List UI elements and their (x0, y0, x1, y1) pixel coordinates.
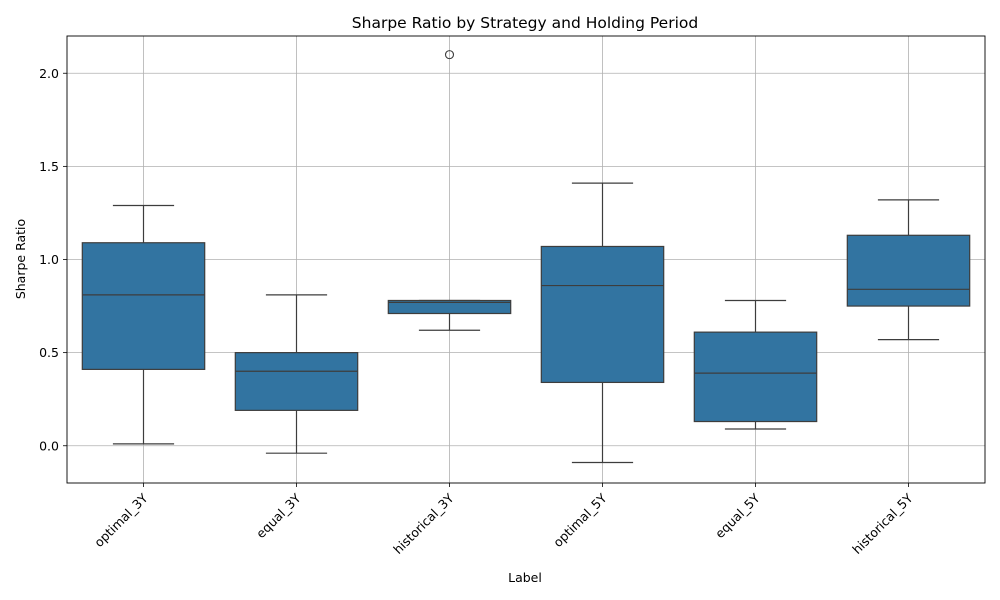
box-group-historical_5Y (846, 199, 971, 341)
iqr-box (234, 352, 359, 411)
boxes (81, 50, 971, 464)
x-tick-label: optimal_5Y (550, 490, 610, 550)
iqr-box (540, 245, 665, 384)
x-axis-label: Label (508, 570, 542, 585)
x-tick-label: equal_5Y (712, 490, 763, 541)
x-tick-label: equal_3Y (253, 490, 304, 541)
box-group-equal_5Y (693, 299, 818, 430)
y-tick-label: 2.0 (39, 66, 59, 81)
y-tick-label: 0.5 (39, 345, 59, 360)
x-tick-label: historical_3Y (390, 490, 457, 557)
outlier-point (444, 50, 455, 60)
y-axis-label: Sharpe Ratio (13, 219, 28, 299)
box-group-equal_3Y (234, 294, 359, 454)
y-tick-label: 0.0 (39, 438, 59, 453)
iqr-box (387, 299, 512, 315)
y-tick-label: 1.5 (39, 159, 59, 174)
iqr-box (81, 242, 206, 370)
axes (63, 35, 986, 487)
y-tick-label: 1.0 (39, 252, 59, 267)
chart-title: Sharpe Ratio by Strategy and Holding Per… (352, 14, 698, 32)
box-group-optimal_3Y (81, 204, 206, 445)
x-tick-label: historical_5Y (849, 490, 916, 557)
box-group-optimal_5Y (540, 182, 665, 464)
box-group-historical_3Y (387, 50, 512, 331)
iqr-box (693, 331, 818, 423)
iqr-box (846, 234, 971, 307)
x-tick-label: optimal_3Y (91, 490, 151, 550)
